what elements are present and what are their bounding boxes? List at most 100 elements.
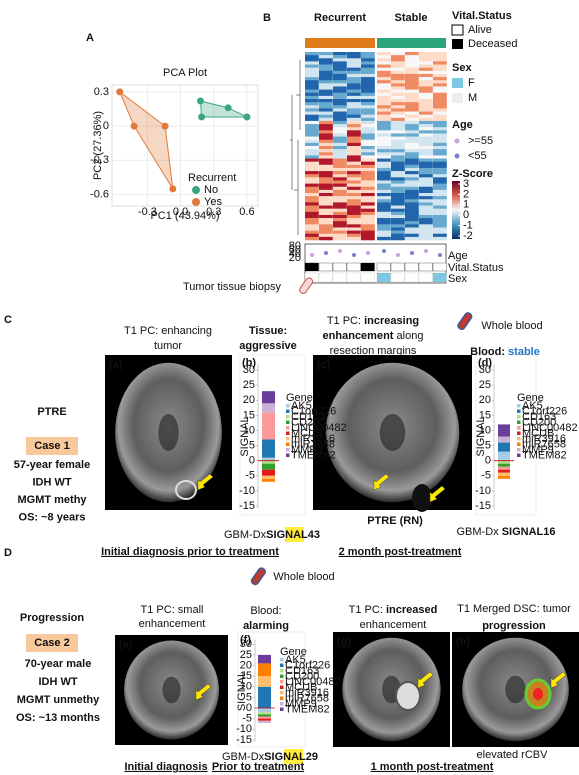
heatmap-texture — [305, 146, 319, 150]
heatmap-texture — [305, 211, 319, 216]
heatmap-texture — [305, 136, 319, 141]
heatmap-texture — [377, 149, 391, 153]
heatmap-texture — [347, 80, 361, 84]
y-tick-label: 20 — [479, 394, 491, 406]
heatmap-texture — [347, 146, 361, 150]
heatmap-texture — [319, 64, 333, 68]
color-bar-label: -2 — [463, 230, 473, 242]
heatmap-texture — [333, 174, 347, 178]
heatmap-texture — [377, 124, 391, 128]
heatmap-texture — [377, 218, 391, 222]
x-axis-label: PC1 (43.94%) — [150, 210, 219, 222]
bar-segment — [258, 686, 271, 708]
age-dot — [310, 253, 314, 257]
heatmap-texture — [305, 120, 319, 125]
vital-cell — [376, 262, 391, 272]
bar-segment — [498, 451, 510, 461]
heatmap-texture — [433, 221, 447, 225]
heatmap-texture — [405, 174, 419, 178]
mri-ventricle — [158, 413, 179, 452]
heatmap-texture — [319, 102, 333, 106]
heatmap-texture — [391, 92, 405, 97]
sex-cell — [318, 272, 333, 283]
heatmap-texture — [391, 95, 405, 100]
heatmap-texture — [333, 193, 347, 197]
heatmap-texture — [361, 214, 375, 219]
heatmap-texture — [361, 205, 375, 209]
heatmap-texture — [347, 130, 361, 134]
sex-cell — [346, 272, 361, 283]
heatmap-texture — [391, 86, 405, 90]
heatmap-texture — [419, 171, 433, 175]
heatmap-texture — [305, 92, 319, 97]
heatmap-texture — [433, 127, 447, 131]
age-dot — [382, 249, 386, 253]
legend-label: TMEM82 — [291, 449, 336, 461]
status-line: Blood: stable — [470, 346, 540, 358]
y-tick-label: 20 — [240, 659, 252, 671]
heatmap-texture — [433, 120, 447, 125]
case-badge — [26, 437, 78, 455]
y-tick-label: -15 — [475, 500, 491, 512]
heatmap-texture — [333, 108, 347, 112]
heatmap-texture — [433, 161, 447, 166]
legend-swatch — [286, 453, 290, 457]
legend-title: Gene — [286, 392, 313, 404]
heatmap-texture — [433, 64, 447, 68]
heatmap-texture — [405, 155, 419, 159]
heatmap-texture — [319, 99, 333, 103]
x-tick-label: -0.3 — [138, 206, 157, 218]
heatmap-texture — [305, 86, 319, 90]
legend-swatch — [454, 138, 460, 144]
y-tick-label: -10 — [236, 723, 252, 735]
heatmap-texture — [391, 89, 405, 94]
heatmap-texture — [419, 64, 433, 68]
heatmap-texture — [391, 199, 405, 203]
footer: Initial diagnosis — [124, 761, 207, 773]
heatmap-texture — [405, 67, 419, 72]
y-tick-label: -0.6 — [90, 188, 109, 200]
heatmap-texture — [377, 227, 391, 231]
heatmap-texture — [419, 73, 433, 78]
heatmap-texture — [405, 99, 419, 103]
heatmap-texture — [361, 136, 375, 141]
vital-cell — [304, 262, 319, 272]
legend-label: miR7658 — [291, 438, 335, 450]
sex-cell — [360, 272, 375, 283]
legend-label: C1orf226 — [285, 659, 330, 671]
heatmap-texture — [391, 58, 405, 62]
heatmap-texture — [305, 155, 319, 159]
heatmap-texture — [347, 214, 361, 219]
heatmap-texture — [319, 164, 333, 169]
heatmap-texture — [405, 199, 419, 203]
heatmap-texture — [305, 77, 319, 81]
heatmap-texture — [361, 108, 375, 112]
heatmap-texture — [347, 171, 361, 175]
heatmap-texture — [391, 52, 405, 56]
heatmap-texture — [347, 202, 361, 206]
heatmap-texture — [361, 164, 375, 169]
heatmap-texture — [347, 152, 361, 156]
y-tick-label: 0 — [249, 455, 255, 467]
legend-swatch — [286, 437, 290, 441]
image-tag: (e) — [119, 639, 133, 651]
heatmap-texture — [433, 111, 447, 115]
signal-line: GBM-DxSIGNAL43 — [224, 529, 320, 541]
heatmap-texture — [361, 227, 375, 231]
heatmap-texture — [433, 114, 447, 119]
heatmap-texture — [333, 80, 347, 84]
arrow — [373, 473, 390, 491]
legend-label: CD200 — [522, 416, 556, 428]
color-bar-label: 3 — [463, 178, 469, 190]
heatmap-texture — [319, 171, 333, 175]
heatmap-texture — [305, 142, 319, 147]
heatmap-texture — [347, 61, 361, 65]
legend-swatch — [286, 404, 290, 408]
case-line: OS: ~8 years — [19, 511, 86, 523]
heatmap-texture — [377, 61, 391, 65]
caption-part: enhancement — [323, 330, 394, 342]
heatmap-texture — [405, 114, 419, 119]
heatmap-texture — [433, 92, 447, 97]
heatmap-texture — [305, 61, 319, 65]
